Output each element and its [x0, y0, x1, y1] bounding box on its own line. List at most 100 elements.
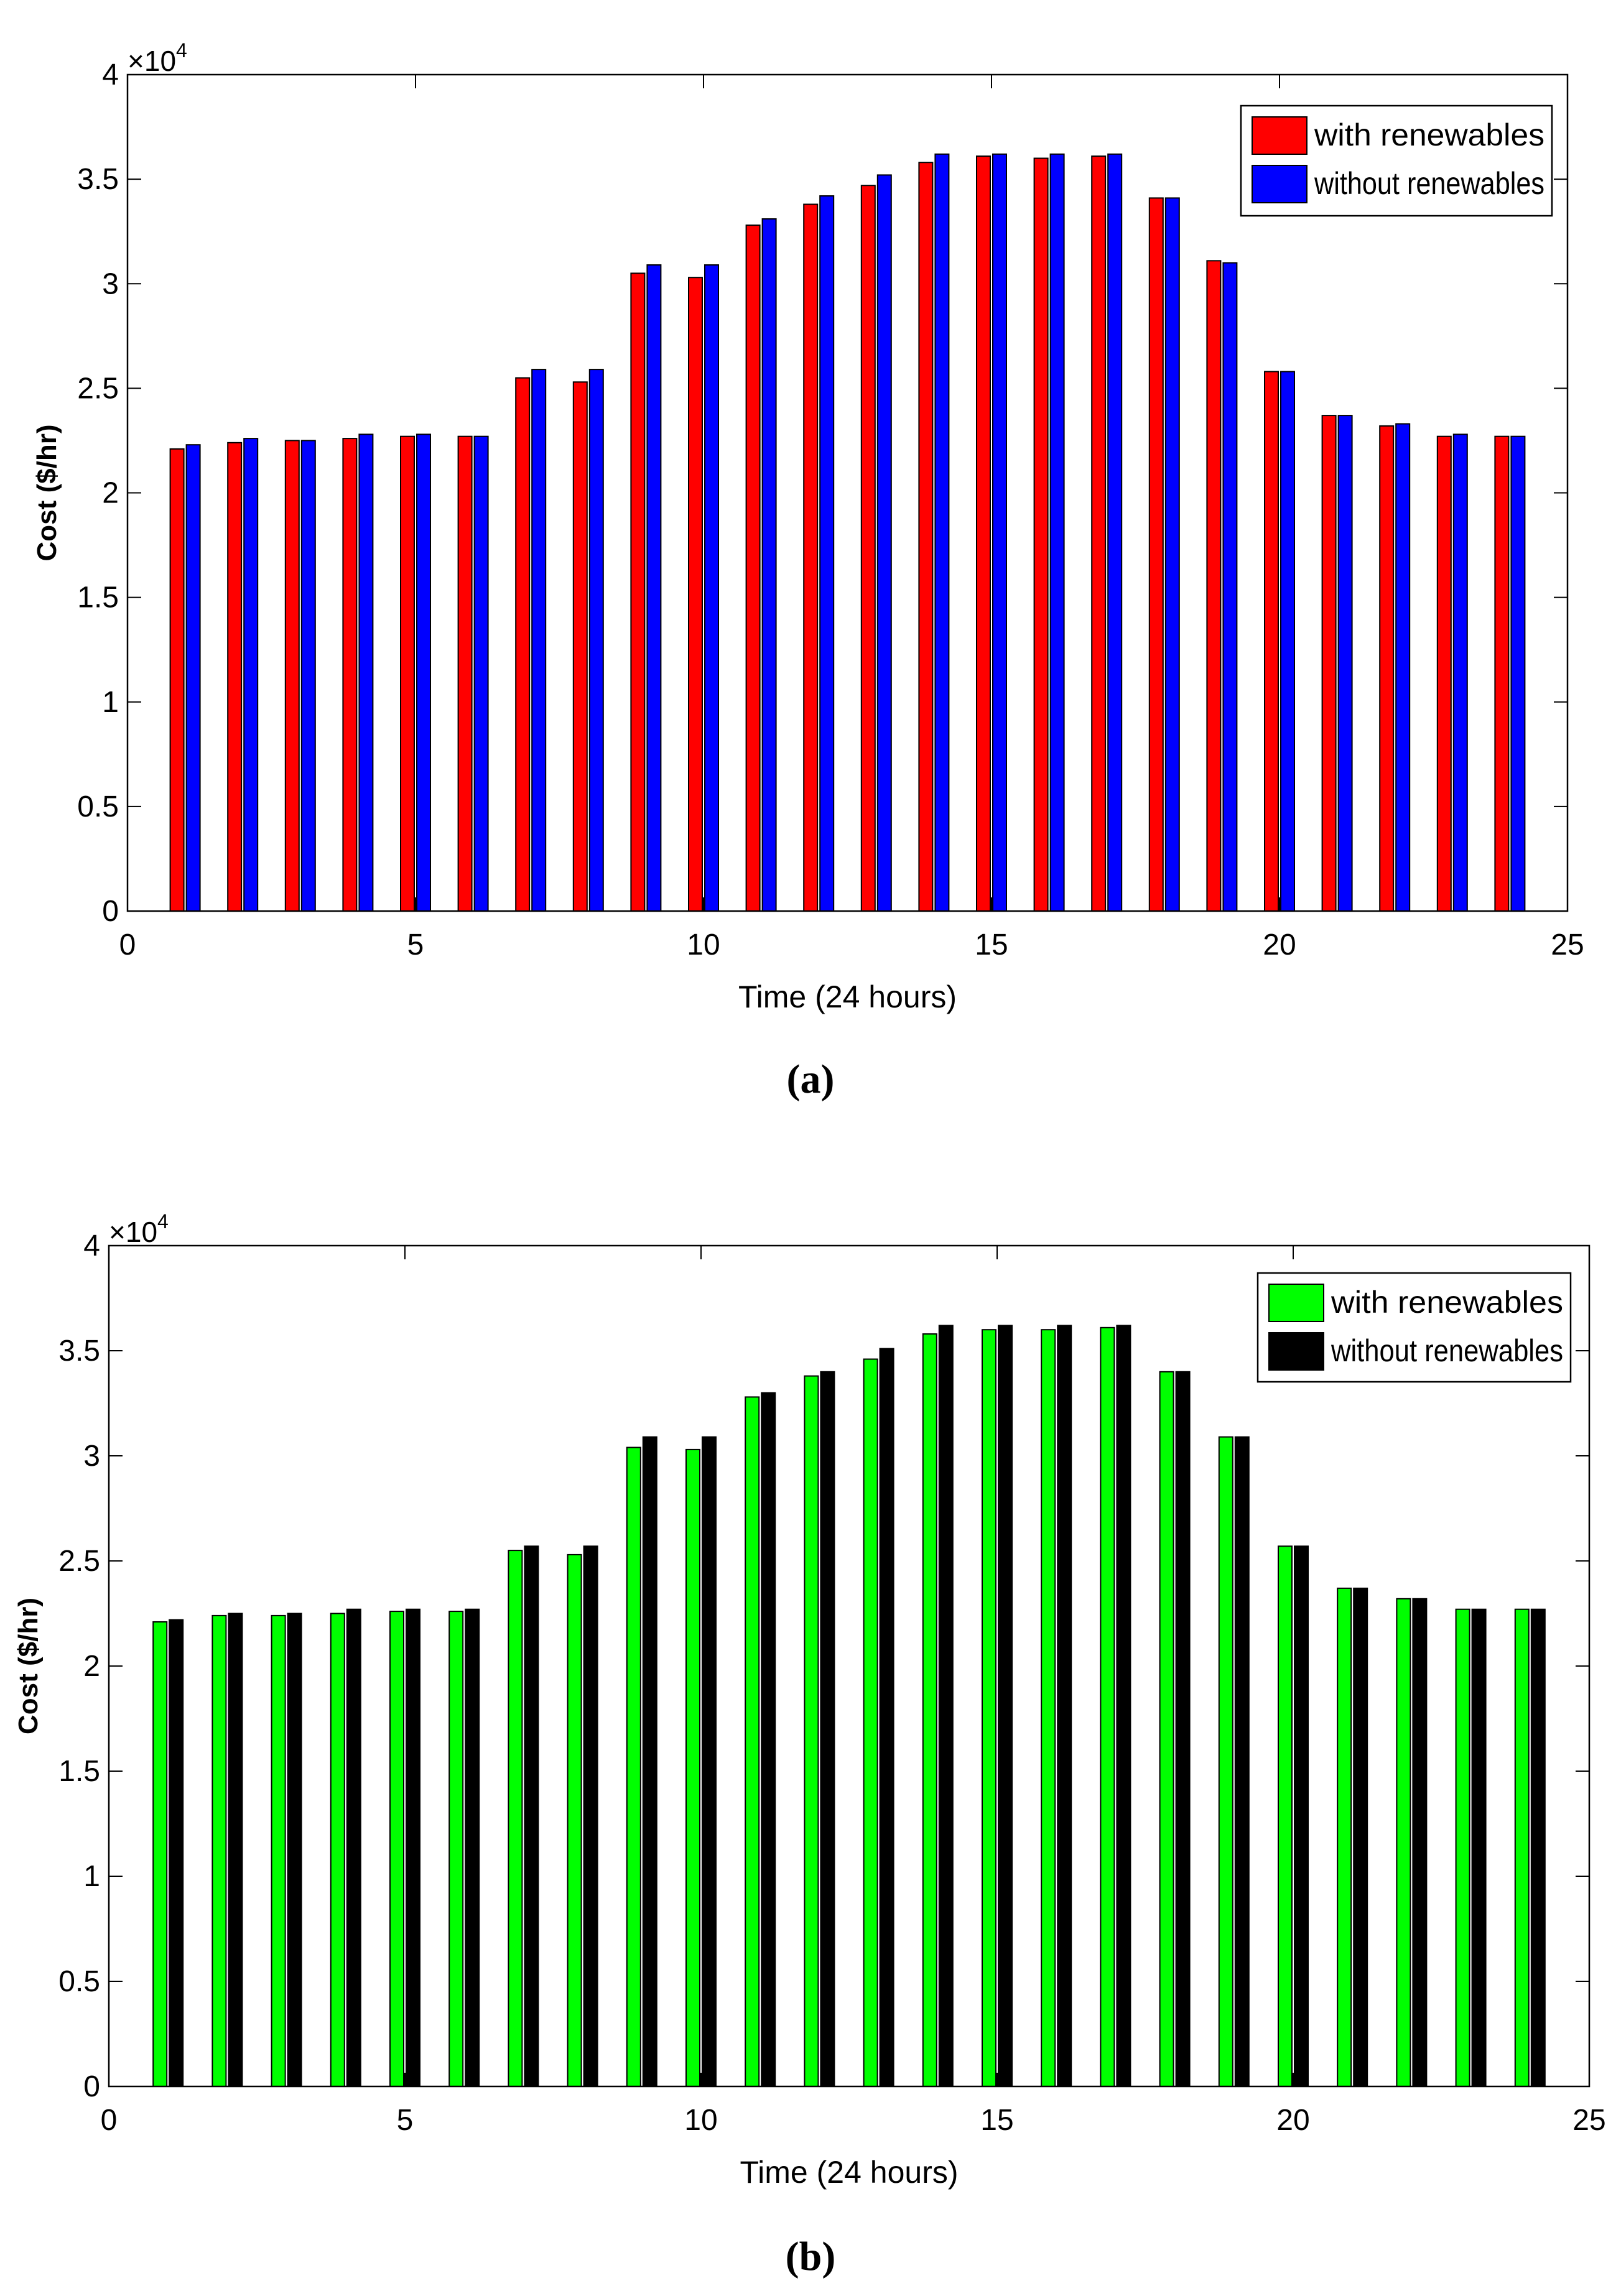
bar [630, 272, 646, 912]
bar [745, 1396, 760, 2087]
y-tick-label: 3.5 [77, 163, 119, 196]
x-axis-label: Time (24 hours) [740, 2155, 958, 2190]
bar [567, 1553, 582, 2087]
bar [922, 1333, 937, 2087]
y-tick-label: 2.5 [77, 372, 119, 405]
bar [1452, 433, 1468, 912]
y-tick-label: 1.5 [58, 1755, 100, 1788]
bar [416, 433, 431, 912]
y-tick-label: 4 [83, 1229, 100, 1262]
bar [389, 1611, 404, 2088]
y-tick-label: 2.5 [58, 1545, 100, 1578]
bar [1396, 1598, 1411, 2088]
bar [1337, 415, 1353, 912]
bar [588, 369, 604, 912]
y-axis-multiplier: ×104 [128, 39, 187, 77]
bar [804, 1375, 819, 2088]
y-tick-label: 1.5 [77, 581, 119, 614]
bar [1412, 1598, 1428, 2088]
bar [228, 1613, 243, 2087]
x-tick-label: 20 [1276, 2104, 1309, 2137]
y-tick-label: 2 [83, 1650, 100, 1683]
bar [761, 1392, 776, 2088]
x-tick-label: 15 [975, 928, 1008, 961]
legend-label-2: without renewables [1331, 1333, 1563, 1368]
y-tick-label: 3 [102, 267, 119, 300]
bar [1337, 1587, 1352, 2087]
bar [284, 440, 300, 912]
y-axis-multiplier-exponent: 4 [157, 1210, 169, 1233]
panel-label: (a) [787, 1057, 835, 1102]
bar [457, 435, 473, 912]
bar [1264, 371, 1279, 912]
bar [863, 1358, 878, 2087]
bar-series-2 [169, 1325, 1546, 2088]
x-tick-label: 25 [1572, 2104, 1605, 2137]
legend-label-1: with renewables [1314, 118, 1544, 152]
bar [1514, 1608, 1530, 2087]
bar [243, 438, 259, 912]
bar [1033, 157, 1049, 912]
bar-series-1 [169, 155, 1510, 912]
y-axis-multiplier-base: ×10 [109, 1216, 157, 1248]
bar [876, 174, 892, 912]
bar [572, 381, 588, 912]
bar [761, 218, 777, 912]
x-tick-label: 0 [119, 928, 136, 961]
bar [685, 1448, 700, 2087]
x-tick-label: 10 [684, 2104, 717, 2137]
bar [820, 1371, 835, 2087]
bar [1278, 1545, 1293, 2088]
y-tick-label: 3.5 [58, 1335, 100, 1368]
bar [879, 1348, 894, 2088]
legend-label-1: with renewables [1331, 1285, 1563, 1320]
legend: with renewables without renewables [1256, 1272, 1572, 1383]
y-axis-multiplier: ×104 [109, 1210, 169, 1248]
y-axis-label: Cost ($/hr) [32, 425, 62, 562]
bar [702, 1436, 717, 2088]
bar [1100, 1326, 1115, 2087]
bar [473, 435, 489, 912]
bar [992, 153, 1007, 912]
y-tick-label: 1 [102, 686, 119, 719]
bar [152, 1621, 168, 2087]
bar [342, 438, 358, 912]
x-tick-label: 15 [980, 2104, 1013, 2137]
bar [1510, 435, 1526, 912]
bar [330, 1613, 345, 2087]
y-axis-multiplier-base: ×10 [128, 45, 176, 77]
y-tick-label: 0.5 [77, 790, 119, 823]
bar [982, 1329, 996, 2087]
y-axis-multiplier-exponent: 4 [176, 39, 187, 62]
x-tick-label: 5 [407, 928, 424, 961]
legend-label-2: without renewables [1314, 166, 1544, 201]
bar [169, 448, 185, 912]
bar [1353, 1587, 1368, 2087]
bar [400, 435, 415, 912]
bar [300, 440, 316, 912]
bar [1234, 1436, 1250, 2088]
bar [227, 442, 243, 912]
bar [934, 153, 950, 912]
x-tick-label: 10 [687, 928, 720, 961]
y-tick-label: 1 [83, 1860, 100, 1893]
bar [1379, 425, 1395, 912]
bar [1321, 415, 1337, 912]
bar [1107, 153, 1123, 912]
bar [860, 185, 876, 912]
y-axis-label: Cost ($/hr) [13, 1598, 44, 1734]
x-tick-label: 5 [397, 2104, 414, 2137]
bar [531, 369, 547, 912]
y-tick-label: 3 [83, 1440, 100, 1473]
bar [642, 1436, 657, 2088]
bar [1175, 1371, 1191, 2087]
x-axis-label: Time (24 hours) [738, 979, 957, 1014]
y-tick-label: 0 [102, 895, 119, 928]
bar [1091, 155, 1107, 912]
bar [1116, 1325, 1131, 2087]
bar [1159, 1371, 1174, 2087]
y-tick-label: 0.5 [58, 1965, 100, 1998]
